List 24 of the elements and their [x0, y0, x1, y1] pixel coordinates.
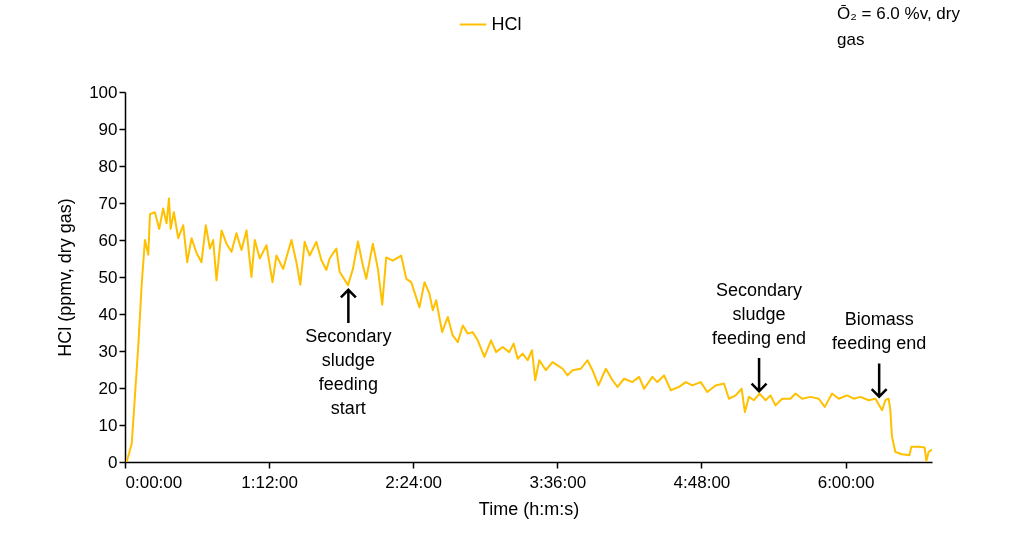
x-tick-label: 3:36:00 [529, 472, 587, 492]
y-axis-title: HCl (ppmv, dry gas) [55, 198, 76, 357]
x-tick-label: 0:00:00 [125, 472, 183, 492]
annotation: Biomass feeding end [832, 309, 927, 354]
y-tick-label: 0 [108, 452, 118, 472]
x-tick-label: 1:12:00 [241, 472, 298, 492]
y-tick-label: 20 [98, 378, 118, 398]
annotation: Secondary sludge feeding end [712, 279, 807, 348]
y-tick-label: 70 [98, 193, 118, 213]
y-tick-label: 100 [89, 82, 118, 102]
y-tick-label: 50 [98, 267, 118, 287]
y-tick-label: 10 [98, 415, 118, 435]
legend-label: HCl [491, 13, 522, 34]
y-tick-label: 60 [98, 230, 118, 250]
x-axis-title: Time (h:m:s) [478, 498, 580, 519]
y-tick-label: 30 [98, 341, 118, 361]
y-tick-label: 80 [98, 156, 118, 176]
x-tick-label: 4:48:00 [673, 472, 731, 492]
y-tick-label: 90 [98, 119, 118, 139]
x-tick-label: 6:00:00 [817, 472, 875, 492]
y-tick-label: 40 [98, 304, 118, 324]
annotation: Secondary sludge feeding start [305, 326, 392, 419]
x-tick-label: 2:24:00 [385, 472, 443, 492]
text: Ō₂ = 6.0 %v, dry gas [837, 4, 961, 49]
